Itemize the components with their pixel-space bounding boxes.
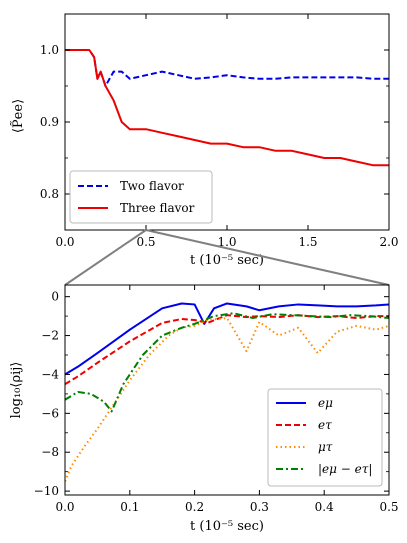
top-xtick-label: 1.0	[217, 235, 236, 249]
top-ylabel: ⟨P̃ee⟩	[10, 99, 26, 133]
top-xtick-label: 0.5	[136, 235, 155, 249]
zoom-connector-left	[64, 229, 147, 286]
top-xtick-label: 2.0	[379, 235, 398, 249]
top-xtick-label: 0.0	[55, 235, 74, 249]
bottom-series-3	[65, 312, 389, 413]
zoom-connector-right	[145, 229, 390, 286]
bottom-xtick-label: 0.1	[120, 500, 139, 514]
top-series-0	[65, 49, 389, 87]
bottom-ytick-label: −4	[41, 367, 59, 381]
bottom-ytick-label: −6	[41, 406, 59, 420]
legend-text-three-flavor: Three flavor	[120, 201, 195, 215]
bottom-xtick-label: 0.0	[55, 500, 74, 514]
legend-text-emu: eμ	[318, 396, 333, 410]
top-panel: 0.0 0.5 1.0 1.5 2.0 0.8 0.9 1.0 ⟨P̃ee⟩ t (10⁻⁵ …	[10, 13, 399, 268]
bottom-series-1	[65, 314, 389, 386]
bottom-legend-box	[267, 388, 383, 487]
legend-text-two-flavor: Two flavor	[120, 179, 184, 193]
top-legend: Two flavor Three flavor	[69, 170, 213, 224]
bottom-panel: 0.0 0.1 0.2 0.3 0.4 0.5 −10 −8 −6 −4 −2 0 log₁₀⟨ρij…	[9, 284, 399, 534]
bottom-ylabel: log₁₀⟨ρij⟩	[9, 362, 24, 419]
top-xlabel: t (10⁻⁵ sec)	[190, 253, 264, 268]
bottom-xtick-label: 0.5	[379, 500, 398, 514]
bottom-plot-frame	[64, 284, 390, 496]
top-xtick-label: 1.5	[298, 235, 317, 249]
legend-text-etau: eτ	[318, 418, 332, 432]
top-ytick-label: 0.8	[40, 187, 59, 201]
top-series-1	[65, 49, 389, 167]
bottom-xtick-label: 0.2	[185, 500, 204, 514]
legend-text-mutau: μτ	[318, 440, 333, 454]
bottom-ytick-label: −8	[41, 445, 59, 459]
top-ytick-label: 1.0	[40, 43, 59, 57]
bottom-xtick-label: 0.3	[250, 500, 269, 514]
bottom-legend: eμ eτ μτ |eμ − eτ|	[267, 388, 383, 487]
bottom-series-0	[65, 302, 389, 376]
bottom-ytick-label: −2	[41, 329, 59, 343]
legend-text-diff: |eμ − eτ|	[318, 462, 372, 476]
top-ytick-label: 0.9	[40, 115, 59, 129]
bottom-xtick-label: 0.4	[315, 500, 334, 514]
bottom-ytick-label: 0	[51, 290, 59, 304]
bottom-xlabel: t (10⁻⁵ sec)	[190, 519, 264, 534]
top-legend-box	[69, 170, 213, 224]
bottom-ytick-label: −10	[34, 484, 59, 498]
